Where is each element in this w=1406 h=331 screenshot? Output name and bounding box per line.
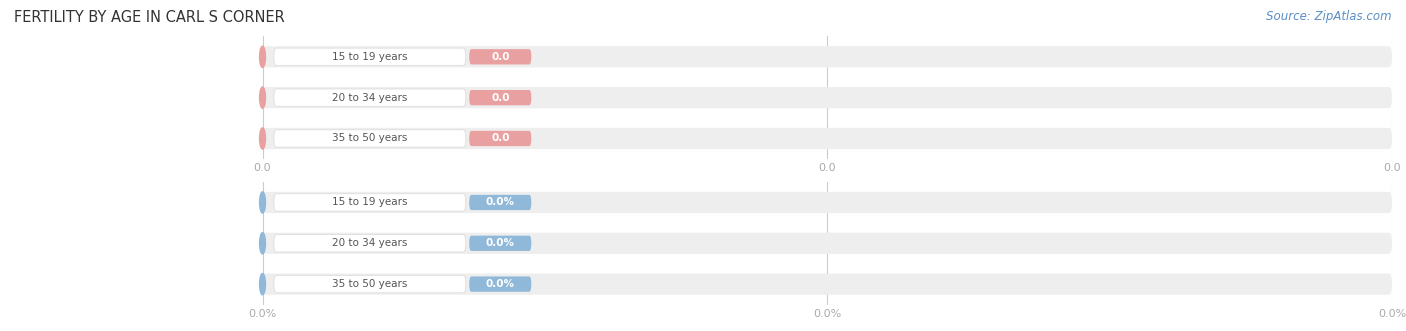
FancyBboxPatch shape [263, 273, 1392, 295]
FancyBboxPatch shape [263, 233, 1392, 254]
FancyBboxPatch shape [274, 130, 465, 147]
Circle shape [260, 87, 266, 108]
Text: 0.0: 0.0 [491, 133, 509, 143]
Text: 35 to 50 years: 35 to 50 years [332, 133, 408, 143]
FancyBboxPatch shape [470, 236, 531, 251]
Text: FERTILITY BY AGE IN CARL S CORNER: FERTILITY BY AGE IN CARL S CORNER [14, 10, 285, 25]
Text: Source: ZipAtlas.com: Source: ZipAtlas.com [1267, 10, 1392, 23]
FancyBboxPatch shape [274, 235, 465, 252]
FancyBboxPatch shape [470, 131, 531, 146]
FancyBboxPatch shape [274, 48, 465, 66]
FancyBboxPatch shape [263, 46, 1392, 68]
Text: 20 to 34 years: 20 to 34 years [332, 93, 408, 103]
Text: 0.0%: 0.0% [485, 198, 515, 208]
FancyBboxPatch shape [263, 87, 1392, 108]
FancyBboxPatch shape [470, 49, 531, 65]
Text: 0.0%: 0.0% [485, 279, 515, 289]
Circle shape [260, 273, 266, 295]
Text: 0.0: 0.0 [491, 52, 509, 62]
FancyBboxPatch shape [263, 128, 1392, 149]
Circle shape [260, 46, 266, 68]
FancyBboxPatch shape [274, 194, 465, 211]
Circle shape [260, 233, 266, 254]
FancyBboxPatch shape [263, 192, 1392, 213]
Text: 35 to 50 years: 35 to 50 years [332, 279, 408, 289]
FancyBboxPatch shape [274, 89, 465, 106]
Text: 15 to 19 years: 15 to 19 years [332, 198, 408, 208]
FancyBboxPatch shape [274, 275, 465, 293]
Circle shape [260, 128, 266, 149]
FancyBboxPatch shape [470, 276, 531, 292]
FancyBboxPatch shape [470, 195, 531, 210]
Text: 0.0%: 0.0% [485, 238, 515, 248]
FancyBboxPatch shape [470, 90, 531, 105]
Circle shape [260, 192, 266, 213]
Text: 0.0: 0.0 [491, 93, 509, 103]
Text: 15 to 19 years: 15 to 19 years [332, 52, 408, 62]
Text: 20 to 34 years: 20 to 34 years [332, 238, 408, 248]
